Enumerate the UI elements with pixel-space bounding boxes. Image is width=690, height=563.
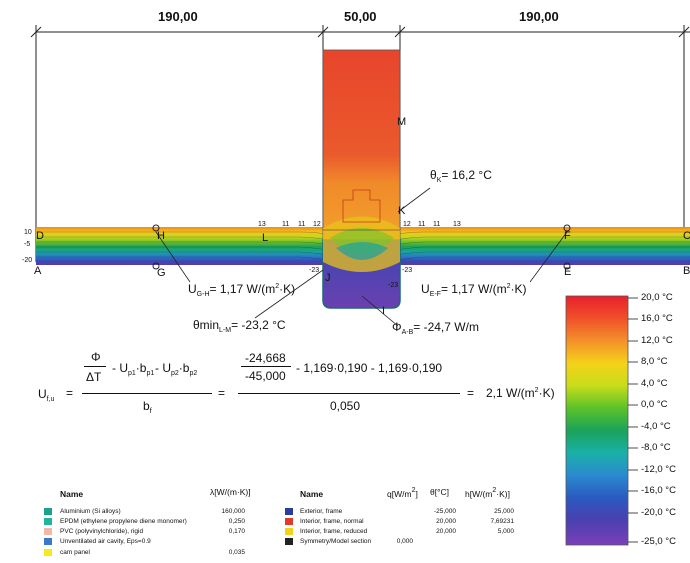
iso-label: 13: [453, 221, 461, 228]
scale-label: 8,0 °C: [641, 356, 668, 367]
boundary-header-h: h[W/(m2·K)]: [465, 487, 510, 499]
point-C: C: [683, 230, 690, 242]
boundary-h: 25,000: [494, 508, 514, 515]
materials-header-lambda: λ[W/(m·K)]: [210, 487, 251, 497]
iso-label: -23: [402, 267, 413, 274]
boundary-name: Interior, frame, normal: [300, 518, 364, 525]
material-swatch: [44, 538, 52, 545]
iso-label: 11: [298, 221, 306, 228]
point-F: F: [564, 230, 571, 242]
boundary-swatch: [285, 518, 293, 525]
post-body: [322, 49, 401, 241]
left-wall-band: [36, 227, 324, 265]
iso-label: 12: [313, 221, 321, 228]
scale-label: 16,0 °C: [641, 313, 673, 324]
boundary-q: 0,000: [396, 538, 413, 545]
point-K: K: [398, 205, 406, 217]
scale-label: -25,0 °C: [641, 536, 676, 547]
material-name: PVC (polyvinylchloride), rigid: [60, 528, 144, 535]
theta-k-annotation: θK= 16,2 °C: [430, 168, 492, 184]
scale-label: -4,0 °C: [641, 421, 671, 432]
material-lambda: 0,170: [228, 528, 245, 535]
iso-label: 13: [258, 221, 266, 228]
boundary-theta: -25,000: [433, 508, 456, 515]
point-D: D: [36, 230, 44, 242]
point-A: A: [34, 265, 42, 277]
temp-minus5: -5: [24, 241, 31, 248]
boundary-header-q: q[W/m2]: [387, 487, 418, 499]
iso-label: -23: [309, 267, 320, 274]
iso-label: 11: [282, 221, 290, 228]
point-L: L: [262, 232, 269, 244]
boundary-swatch: [285, 538, 293, 545]
boundary-name: Interior, frame, reduced: [300, 528, 368, 535]
boundary-swatch: [285, 508, 293, 515]
material-lambda: 0,250: [228, 518, 245, 525]
color-scale-bar: [565, 295, 629, 546]
material-name: EPDM (ethylene propylene diene monomer): [60, 518, 187, 525]
scale-label: 4,0 °C: [641, 378, 668, 389]
iso-label: 11: [433, 221, 441, 228]
scale-label: 0,0 °C: [641, 399, 668, 410]
u-ef-annotation: UE-F= 1,17 W/(m2·K): [421, 282, 527, 298]
point-B: B: [683, 265, 690, 277]
scale-label: 12,0 °C: [641, 335, 673, 346]
scale-label: -20,0 °C: [641, 507, 676, 518]
phi-annotation: ΦA-B= -24,7 W/m: [392, 320, 479, 336]
point-H: H: [157, 230, 165, 242]
material-name: cam panel: [60, 549, 90, 556]
boundary-name: Symmetry/Model section: [300, 538, 372, 545]
scale-label: -8,0 °C: [641, 442, 671, 453]
point-J: J: [325, 272, 331, 284]
iso-label: 12: [403, 221, 411, 228]
scale-label: -16,0 °C: [641, 485, 676, 496]
materials-header-name: Name: [60, 489, 84, 499]
material-name: Unventilated air cavity, Eps=0.9: [60, 538, 151, 545]
dim-right: 190,00: [519, 9, 559, 24]
boundary-theta: 20,000: [436, 518, 456, 525]
boundary-swatch: [285, 528, 293, 535]
material-swatch: [44, 528, 52, 535]
boundary-header-name: Name: [300, 489, 324, 499]
scale-label: -12,0 °C: [641, 464, 676, 475]
boundary-name: Exterior, frame: [300, 508, 343, 515]
material-swatch: [44, 518, 52, 525]
boundary-h: 7,69231: [490, 518, 515, 525]
boundary-header-theta: θ[°C]: [430, 487, 449, 497]
u-gh-annotation: UG-H= 1,17 W/(m2·K): [188, 282, 296, 298]
iso-label: -23: [388, 282, 399, 289]
point-G: G: [157, 267, 166, 279]
scale-label: 20,0 °C: [641, 292, 673, 303]
dim-middle: 50,00: [344, 9, 377, 24]
boundary-theta: 20,000: [436, 528, 456, 535]
right-wall-band: [400, 227, 690, 265]
boundary-h: 5,000: [497, 528, 514, 535]
material-lambda: 160,000: [221, 508, 246, 515]
point-M: M: [397, 116, 407, 128]
theta-min-annotation: θminL-M= -23,2 °C: [193, 318, 286, 334]
temp-10: 10: [24, 229, 32, 236]
temp-minus20: -20: [22, 257, 33, 264]
iso-label: 11: [418, 221, 426, 228]
point-I: I: [382, 305, 386, 317]
material-swatch: [44, 549, 52, 556]
point-E: E: [564, 266, 572, 278]
material-lambda: 0,035: [228, 549, 245, 556]
material-swatch: [44, 508, 52, 515]
material-name: Aluminium (Si alloys): [60, 508, 121, 515]
dim-left: 190,00: [158, 9, 198, 24]
